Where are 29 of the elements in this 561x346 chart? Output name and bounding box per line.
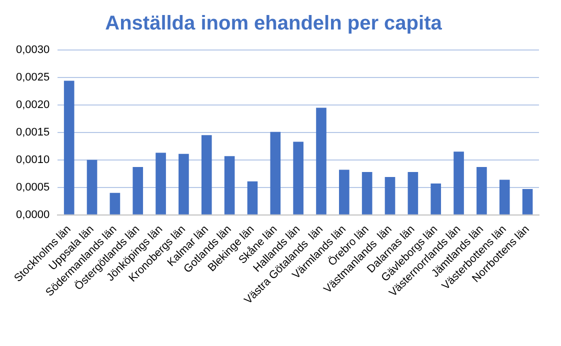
bar: [247, 181, 258, 214]
y-tick-label: 0,0030: [16, 44, 50, 56]
y-tick-label: 0,0005: [16, 181, 50, 194]
y-tick-label: 0,0020: [16, 98, 50, 111]
bar: [293, 142, 304, 214]
bar: [270, 132, 281, 214]
bar: [499, 180, 510, 214]
bar: [201, 135, 212, 214]
bar: [224, 156, 235, 214]
bar: [476, 167, 487, 214]
y-tick-label: 0,0010: [16, 154, 50, 166]
bar: [339, 170, 350, 214]
y-tick-label: 0,0000: [16, 208, 50, 221]
bar: [156, 152, 166, 214]
bar: [110, 192, 120, 214]
bar: [316, 108, 326, 214]
chart-title: Anställda inom ehandeln per capita: [105, 12, 443, 35]
bar: [408, 172, 418, 214]
bar: [178, 154, 189, 214]
bar: [430, 184, 442, 214]
bar: [86, 160, 98, 214]
bar: [132, 167, 144, 214]
y-tick-label: 0,0025: [16, 72, 50, 84]
bar: [454, 152, 464, 214]
bar: [64, 80, 74, 214]
bar: [362, 172, 372, 214]
bar: [522, 189, 533, 214]
y-tick-label: 0,0015: [16, 126, 50, 138]
bar: [384, 176, 396, 214]
